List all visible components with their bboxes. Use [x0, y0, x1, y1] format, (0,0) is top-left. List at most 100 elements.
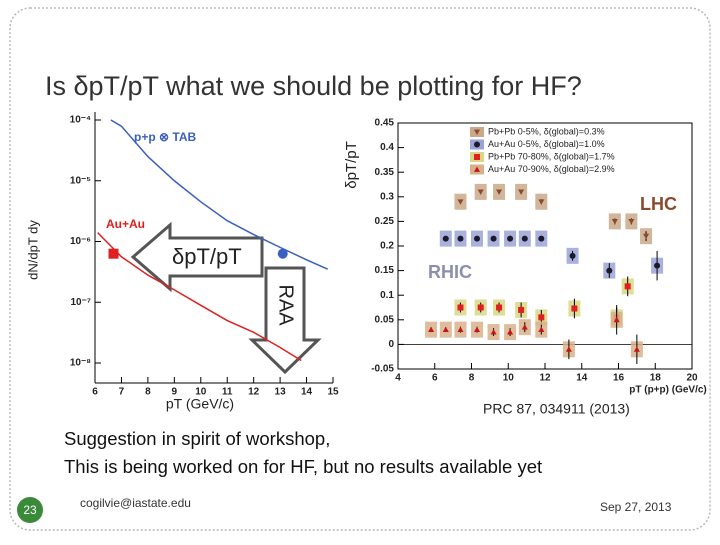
- y-tick-label: 0.45: [375, 118, 395, 129]
- suppression-arrow: [248, 266, 322, 375]
- x-tick-label: 10: [503, 373, 515, 384]
- y-axis-label: dN/dpT dy: [25, 220, 40, 280]
- marker: [569, 252, 576, 259]
- marker: [108, 248, 119, 259]
- slide-number-badge: [17, 497, 43, 523]
- x-tick-label: 10: [195, 387, 207, 398]
- x-tick-label: 15: [327, 387, 339, 398]
- x-tick-label: 12: [539, 373, 551, 384]
- marker: [624, 283, 631, 290]
- marker: [643, 233, 650, 240]
- y-tick-label: 0.35: [375, 167, 395, 178]
- y-tick-label: 0.05: [375, 314, 395, 325]
- x-tick-label: 18: [650, 373, 662, 384]
- marker: [565, 346, 572, 352]
- marker: [628, 219, 635, 225]
- x-tick-label: 12: [248, 387, 260, 398]
- marker: [457, 199, 464, 205]
- series-label: Au+Au: [106, 217, 145, 231]
- x-tick-label: 13: [275, 387, 287, 398]
- marker: [571, 305, 578, 312]
- x-tick-label: 8: [469, 373, 475, 384]
- slide-title: Is δpT/pT what we should be plotting for…: [45, 71, 582, 101]
- x-tick-label: 4: [395, 373, 401, 384]
- y-tick-label: 10⁻⁵: [70, 175, 91, 186]
- annotation: RHIC: [428, 262, 472, 282]
- y-tick-label: -0.05: [371, 364, 394, 375]
- y-tick-label: 0.2: [380, 241, 394, 252]
- marker: [477, 304, 484, 311]
- x-tick-label: 16: [613, 373, 625, 384]
- y-tick-label: 0.4: [380, 142, 394, 153]
- marker: [507, 329, 514, 335]
- marker: [654, 262, 661, 269]
- marker: [442, 235, 449, 242]
- x-tick-label: 8: [145, 387, 151, 398]
- legend-marker: [474, 166, 480, 172]
- marker: [457, 304, 464, 311]
- marker: [507, 235, 514, 242]
- marker: [496, 189, 503, 195]
- marker: [457, 326, 464, 333]
- marker: [518, 189, 525, 195]
- annotation: δpT/pT: [172, 244, 242, 269]
- x-tick-label: 14: [301, 387, 313, 398]
- marker: [538, 326, 545, 333]
- marker: [611, 219, 618, 225]
- marker: [496, 304, 503, 311]
- marker: [474, 326, 481, 333]
- annotation: LHC: [640, 194, 677, 214]
- annotation: RAA: [275, 284, 297, 326]
- legend-label: Pb+Pb 70-80%, δ(global)=1.7%: [488, 151, 615, 161]
- footer-email: cogilvie@iastate.edu: [80, 496, 191, 510]
- marker: [490, 235, 497, 242]
- body-line: This is being worked on for HF, but no r…: [64, 456, 542, 477]
- marker: [538, 199, 545, 205]
- marker: [490, 329, 497, 335]
- x-tick-label: 14: [576, 373, 588, 384]
- marker: [474, 235, 481, 242]
- curve: [110, 119, 329, 270]
- y-tick-label: 10⁻⁶: [70, 236, 91, 247]
- legend-marker: [474, 154, 480, 160]
- x-axis-label: pT (p+p) (GeV/c): [629, 385, 707, 396]
- legend-marker: [474, 129, 480, 135]
- footer-date: Sep 27, 2013: [600, 500, 672, 514]
- x-tick-label: 7: [119, 387, 125, 398]
- marker: [457, 235, 464, 242]
- body-line: Suggestion in spirit of workshop,: [64, 428, 330, 449]
- x-tick-label: 11: [222, 387, 233, 398]
- x-tick-label: 20: [686, 373, 698, 384]
- y-tick-label: 10⁻⁴: [70, 115, 91, 126]
- y-tick-label: 10⁻⁸: [70, 358, 91, 369]
- legend-label: Au+Au 0-5%, δ(global)=1.0%: [488, 139, 605, 149]
- marker: [518, 306, 525, 313]
- x-axis-label: pT (GeV/c): [166, 396, 234, 412]
- y-tick-label: 0.25: [375, 216, 395, 227]
- y-tick-label: 10⁻⁷: [70, 297, 91, 308]
- x-tick-label: 6: [432, 373, 438, 384]
- marker: [521, 324, 528, 330]
- marker: [538, 314, 545, 321]
- marker: [606, 267, 613, 274]
- legend-label: Au+Au 70-90%, δ(global)=2.9%: [488, 164, 615, 174]
- y-tick-label: 0.3: [380, 191, 394, 202]
- marker: [633, 346, 640, 352]
- marker: [477, 189, 484, 195]
- legend-marker: [474, 141, 480, 148]
- legend-label: Pb+Pb 0-5%, δ(global)=0.3%: [488, 126, 605, 136]
- y-tick-label: 0.15: [375, 265, 395, 276]
- series-label: p+p ⊗ TAB: [134, 130, 196, 144]
- y-tick-label: 0.1: [380, 290, 394, 301]
- y-axis-label: δpT/pT: [343, 141, 360, 189]
- marker: [277, 248, 288, 259]
- y-tick-label: 0: [388, 339, 394, 350]
- marker: [442, 326, 449, 333]
- marker: [521, 235, 528, 242]
- slide-number: 23: [23, 503, 37, 517]
- citation: PRC 87, 034911 (2013): [483, 401, 630, 417]
- x-tick-label: 9: [172, 387, 178, 398]
- curve: [97, 232, 302, 362]
